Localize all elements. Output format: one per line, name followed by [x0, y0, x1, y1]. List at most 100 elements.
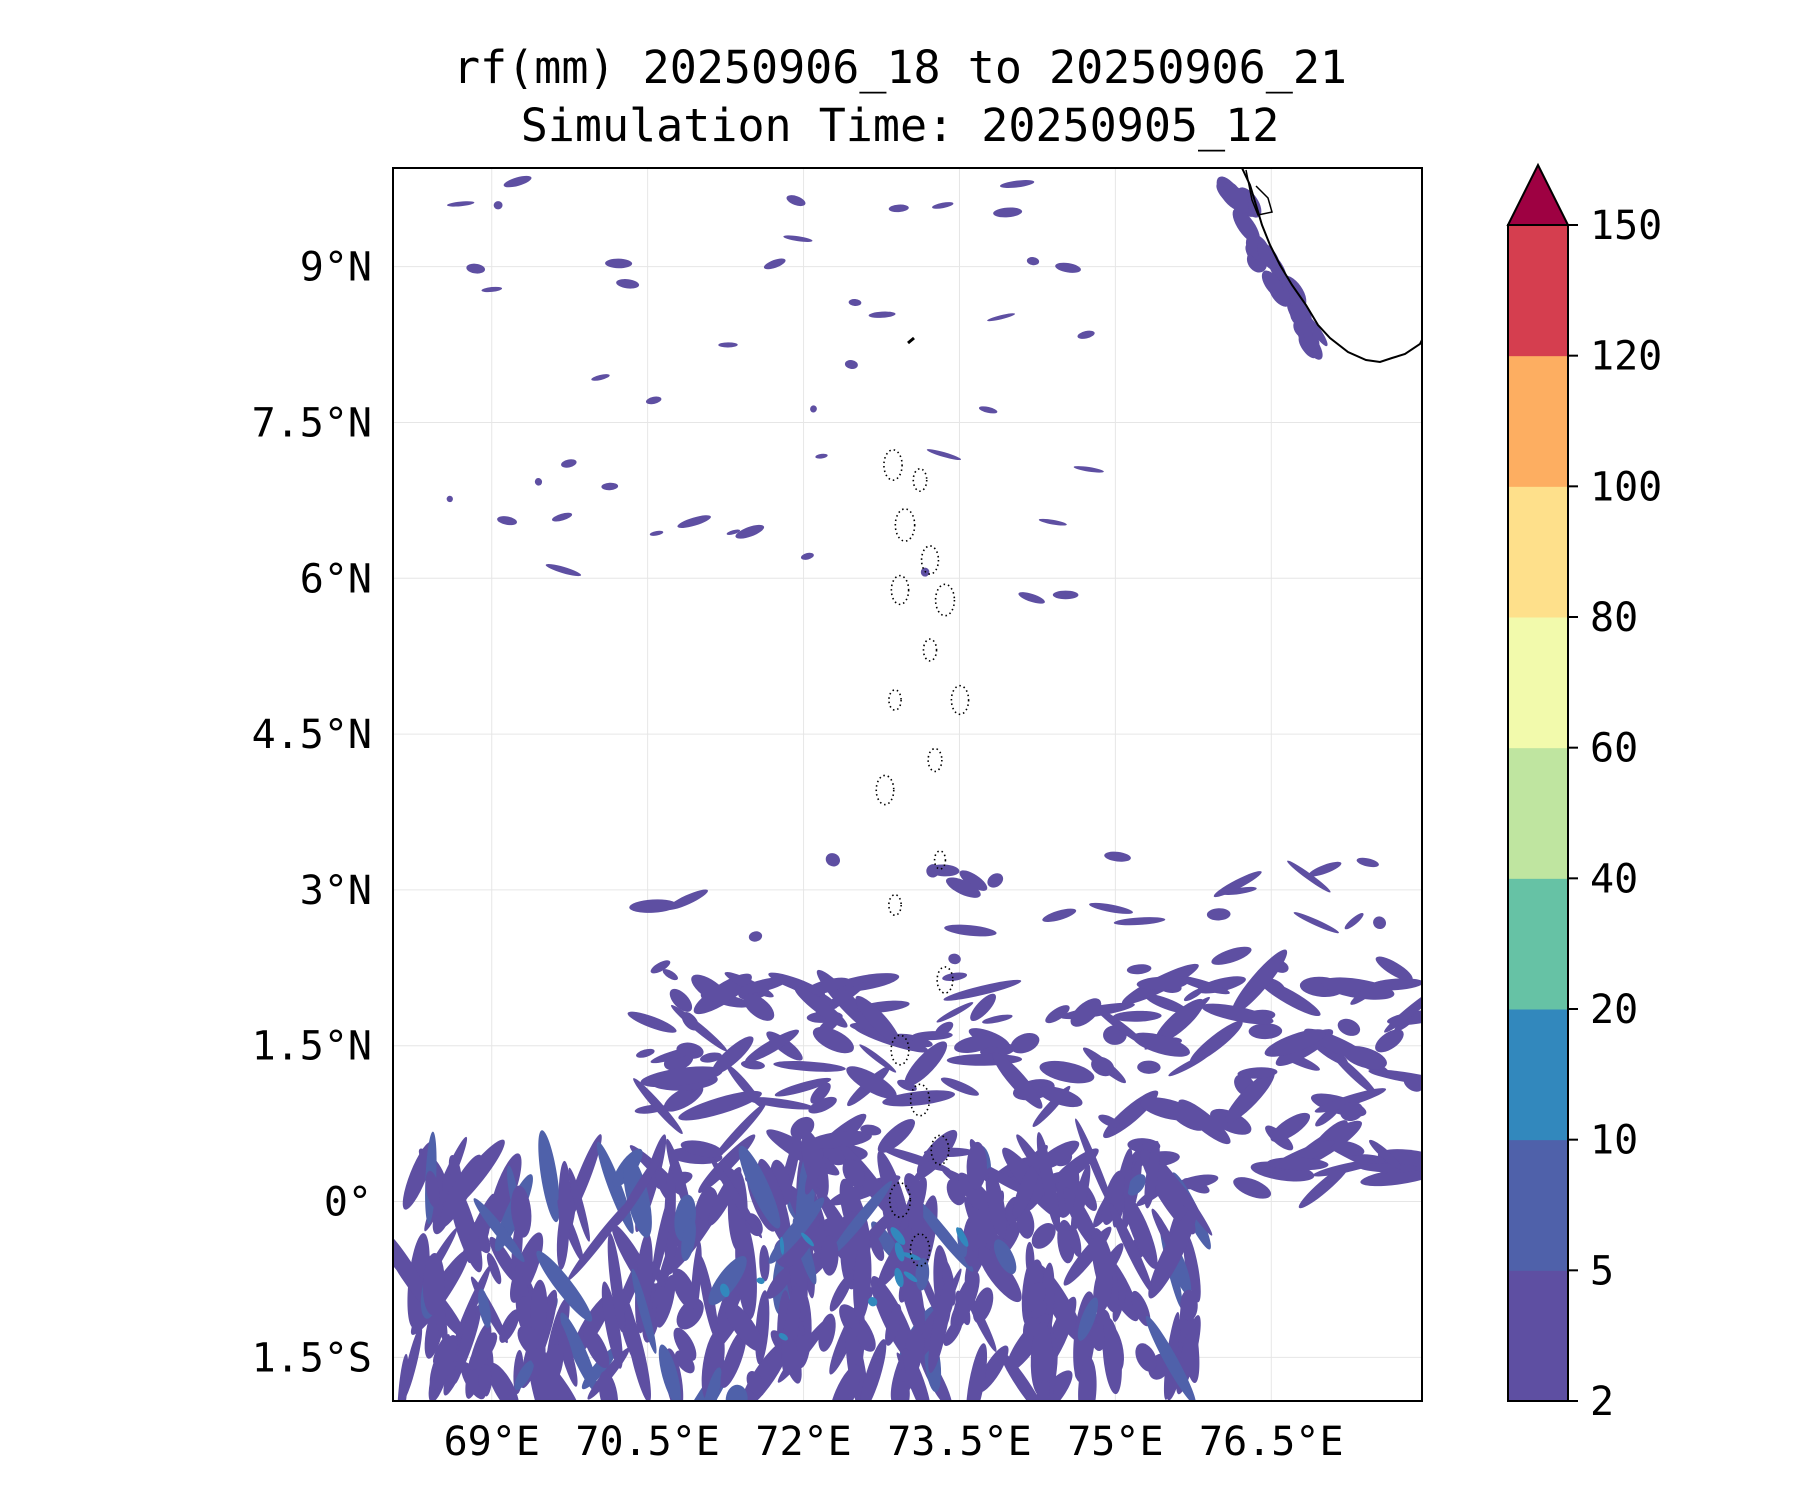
rain-blob: [894, 1242, 905, 1262]
rain-blob: [1177, 975, 1230, 995]
rain-blob: [926, 449, 962, 461]
rain-blob: [439, 1154, 482, 1228]
rain-blob: [1266, 1157, 1329, 1171]
rain-blob: [1036, 1132, 1061, 1233]
rain-blob: [1091, 1056, 1115, 1077]
rain-blob: [681, 1012, 699, 1031]
rain-blob: [810, 405, 817, 413]
rain-blob: [893, 1381, 910, 1401]
rain-blob: [493, 201, 503, 210]
rain-blob: [970, 993, 997, 1022]
rain-blob: [904, 1041, 948, 1087]
rain-blob: [486, 1252, 502, 1285]
rain-blob: [1308, 861, 1342, 877]
rain-blob: [724, 1301, 763, 1352]
rain-blob: [676, 1298, 704, 1330]
colorbar-segment: [1508, 225, 1568, 357]
atoll-outline: [888, 1182, 912, 1218]
rain-blob: [402, 1141, 434, 1210]
rain-blob: [885, 1304, 902, 1346]
rain-blob: [1237, 1067, 1278, 1079]
rain-blob: [640, 1066, 723, 1088]
rain-blob: [631, 1268, 657, 1354]
atoll-outline: [930, 1134, 950, 1166]
lakshadweep-island: [907, 336, 915, 345]
india-coastline: [1241, 168, 1422, 364]
latitude-tick-label: 1.5°N: [252, 1024, 372, 1070]
rain-blob: [1360, 1167, 1422, 1187]
latitude-tick-label: 0°: [324, 1180, 372, 1226]
colorbar-segment: [1508, 747, 1568, 879]
rain-blob: [1225, 184, 1249, 214]
colorbar-level-label: 20: [1590, 987, 1638, 1033]
rain-blob: [966, 1343, 988, 1401]
rain-blob: [743, 994, 775, 1021]
rain-blob: [1403, 1075, 1422, 1092]
rain-blob: [959, 870, 988, 891]
rain-blob: [781, 1330, 802, 1384]
rain-blob: [859, 1044, 897, 1073]
rain-blob: [759, 1245, 770, 1282]
rain-blob: [1042, 908, 1077, 922]
atoll-outline: [933, 850, 947, 870]
longitude-tick-label: 69°E: [444, 1419, 540, 1465]
rain-blob: [1127, 1174, 1146, 1196]
rain-blob: [561, 459, 577, 468]
latitude-tick-label: 9°N: [300, 245, 372, 291]
rain-blob: [1156, 1162, 1200, 1215]
rain-blob: [478, 1364, 492, 1392]
rain-blob: [1077, 330, 1095, 339]
rain-blob: [650, 960, 671, 974]
atoll-outline: [927, 747, 943, 773]
latitude-tick-label: 4.5°N: [252, 712, 372, 758]
rain-blob: [944, 924, 997, 937]
rain-blob: [1145, 1315, 1196, 1401]
rain-blob: [846, 1066, 897, 1099]
rain-blob: [1178, 1099, 1231, 1145]
colorbar-frame: [1507, 224, 1569, 1402]
rain-blob: [1340, 1101, 1364, 1122]
rain-blob: [956, 1227, 969, 1247]
rain-blob: [999, 180, 1035, 188]
rain-blob: [1211, 946, 1252, 965]
rain-blob: [1131, 1290, 1151, 1327]
latitude-tick-label: 7.5°N: [252, 400, 372, 446]
rain-blob: [1093, 1262, 1113, 1314]
rain-blob: [779, 1236, 785, 1255]
rain-blob: [591, 374, 610, 381]
rain-blob: [868, 311, 896, 318]
rain-blob: [1287, 860, 1331, 893]
rain-blob: [712, 1102, 767, 1161]
rain-blob: [616, 279, 640, 289]
rain-blob: [987, 313, 1016, 322]
rain-blob: [1112, 1010, 1162, 1022]
rain-blob: [678, 1090, 762, 1121]
rain-blob: [1148, 1207, 1197, 1299]
rain-blob: [1222, 886, 1257, 896]
rain-blob: [1248, 1023, 1283, 1040]
rain-blob: [1298, 1164, 1350, 1209]
rain-blob: [804, 1148, 824, 1195]
rain-blob: [1132, 1032, 1190, 1057]
rain-blob: [977, 1345, 1009, 1393]
rain-blob: [702, 1367, 722, 1401]
rain-blob: [786, 195, 806, 207]
rain-blob: [1055, 262, 1081, 273]
rain-blob: [744, 1029, 800, 1063]
rain-blob: [708, 1256, 747, 1306]
rain-blob: [805, 977, 850, 995]
rain-blob: [514, 1360, 534, 1391]
rain-blob: [601, 482, 619, 491]
colorbar-segment: [1508, 355, 1568, 487]
rain-blob: [1078, 1356, 1097, 1401]
colorbar-level-label: 2: [1590, 1379, 1614, 1425]
rain-blob: [1030, 1321, 1053, 1397]
rain-blob: [1038, 1086, 1083, 1108]
rain-blob: [425, 1170, 440, 1208]
rain-blob: [726, 1064, 764, 1108]
rain-blob: [1126, 964, 1152, 975]
rain-blob: [650, 1261, 666, 1288]
atoll-outline: [909, 1083, 931, 1117]
atoll-outline: [950, 684, 970, 716]
rain-blob: [894, 1267, 904, 1288]
